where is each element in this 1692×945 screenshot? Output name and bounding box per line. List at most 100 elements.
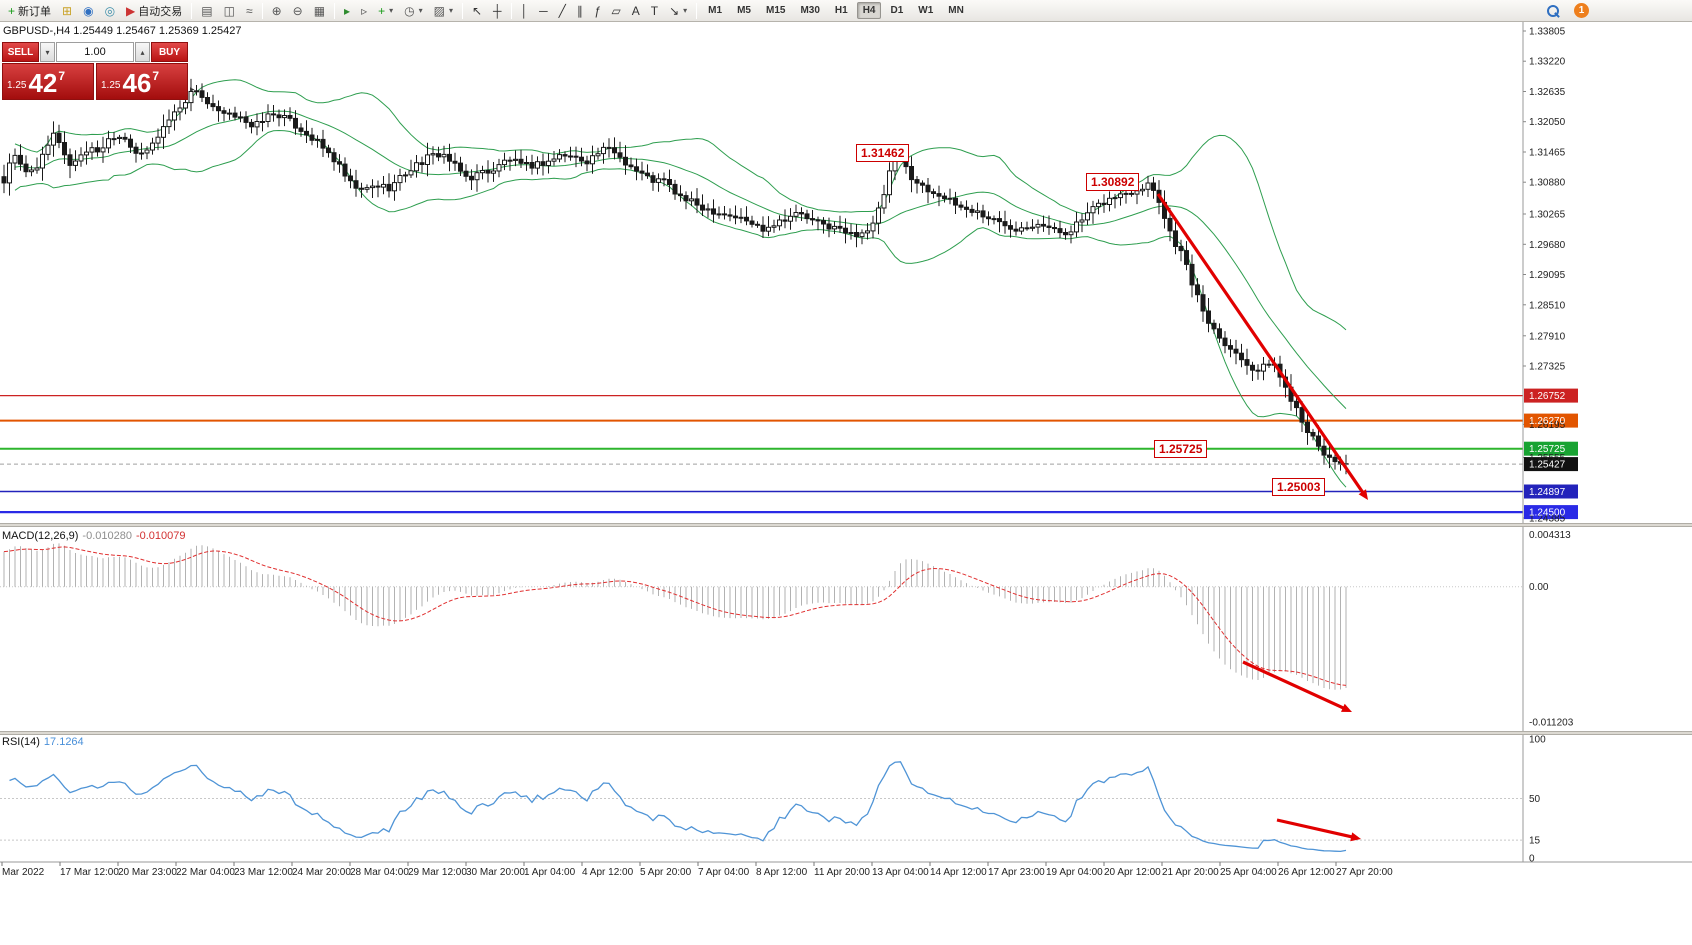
charts-window-button[interactable]: ⊞ bbox=[57, 1, 77, 20]
indicators-dropdown[interactable]: + ▾ bbox=[373, 1, 398, 20]
toolbar-separator bbox=[461, 2, 463, 19]
sell-price-panel[interactable]: 1.25 42 7 bbox=[2, 63, 94, 100]
macd-axis-label: 0.004313 bbox=[1529, 530, 1571, 541]
timeframe-h1-button[interactable]: H1 bbox=[834, 5, 848, 16]
rsi-axis-label: 100 bbox=[1529, 735, 1546, 746]
auto-trading-icon: ▶ bbox=[126, 3, 136, 18]
trendline-button[interactable]: ╱ bbox=[554, 1, 571, 20]
text-label-button[interactable]: T bbox=[646, 1, 663, 20]
time-axis-label[interactable]: 13 Apr 04:00 bbox=[872, 867, 929, 878]
time-axis-label[interactable]: 8 Apr 12:00 bbox=[756, 867, 808, 878]
time-axis-label[interactable]: 19 Apr 04:00 bbox=[1046, 867, 1103, 878]
trend-arrow-rsi[interactable] bbox=[1276, 818, 1358, 840]
equidistant-channel-button[interactable]: ∥ bbox=[572, 1, 588, 20]
trend-arrow-macd[interactable] bbox=[1242, 660, 1350, 712]
time-axis[interactable] bbox=[1, 862, 1337, 866]
time-axis-label[interactable]: 14 Apr 12:00 bbox=[930, 867, 987, 878]
time-axis-label[interactable]: 5 Apr 20:00 bbox=[640, 867, 692, 878]
price-annotation[interactable]: 1.31462 bbox=[856, 144, 910, 162]
sell-price-prefix: 1.25 bbox=[7, 80, 27, 91]
quote-collapse-arrow[interactable]: ▸ bbox=[190, 84, 195, 94]
volume-decrease-button[interactable]: ▾ bbox=[40, 42, 55, 62]
buy-button[interactable]: BUY bbox=[151, 42, 188, 62]
price-tick: 1.33220 bbox=[1529, 57, 1566, 68]
auto-scroll-button[interactable]: ▸ bbox=[339, 1, 355, 20]
buy-price-big: 46 bbox=[122, 68, 152, 98]
price-axis[interactable] bbox=[1523, 30, 1578, 520]
panel-splitter[interactable] bbox=[0, 731, 1692, 735]
price-tick: 1.24385 bbox=[1529, 514, 1566, 525]
horizontal-lines bbox=[0, 395, 1523, 514]
time-axis-label[interactable]: 24 Mar 20:00 bbox=[292, 867, 351, 878]
chart-workspace: 1.33805 1.33220 1.32635 1.32050 1.31465 1.308… bbox=[0, 22, 1692, 945]
arrow-tools-dropdown[interactable]: ↘ ▾ bbox=[664, 1, 692, 20]
time-axis-label[interactable]: 30 Mar 20:00 bbox=[466, 867, 525, 878]
time-axis-label[interactable]: 23 Mar 12:00 bbox=[234, 867, 293, 878]
time-axis-label[interactable]: 4 Apr 12:00 bbox=[582, 867, 634, 878]
time-axis-label[interactable]: 7 Apr 04:00 bbox=[698, 867, 750, 878]
profile-button[interactable]: ◉ bbox=[78, 1, 98, 20]
time-axis-label[interactable]: 17 Mar 12:00 bbox=[60, 867, 119, 878]
line-chart-button[interactable]: ≈ bbox=[241, 1, 258, 20]
bar-chart-button[interactable]: ▤ bbox=[196, 1, 217, 20]
notification-badge[interactable]: 1 bbox=[1574, 3, 1589, 18]
fibonacci-button[interactable]: ƒ bbox=[589, 1, 606, 20]
time-axis-label[interactable]: 22 Mar 04:00 bbox=[176, 867, 235, 878]
timeframe-m30-button[interactable]: M30 bbox=[800, 5, 820, 16]
zoom-in-button[interactable]: ⊕ bbox=[267, 1, 287, 20]
time-axis-label[interactable]: Mar 2022 bbox=[2, 867, 45, 878]
macd-histogram bbox=[3, 543, 1347, 690]
cursor-button[interactable]: ↖ bbox=[467, 1, 487, 20]
crosshair-button[interactable]: ┼ bbox=[488, 1, 507, 20]
vertical-line-button[interactable]: │ bbox=[516, 1, 534, 20]
candlestick-chart-button[interactable]: ◫ bbox=[219, 1, 240, 20]
time-axis-label[interactable]: 1 Apr 04:00 bbox=[524, 867, 576, 878]
time-axis-label[interactable]: 27 Apr 20:00 bbox=[1336, 867, 1393, 878]
timeframe-m1-button[interactable]: M1 bbox=[708, 5, 723, 16]
time-axis-label[interactable]: 20 Mar 23:00 bbox=[118, 867, 177, 878]
chart-shift-button[interactable]: ▹ bbox=[356, 1, 372, 20]
time-axis-label[interactable]: 28 Mar 04:00 bbox=[350, 867, 409, 878]
price-tick: 1.26195 bbox=[1529, 420, 1566, 431]
timeframe-d1-button[interactable]: D1 bbox=[890, 5, 904, 16]
search-icon[interactable] bbox=[1546, 4, 1560, 18]
price-tick: 1.31465 bbox=[1529, 147, 1566, 158]
tile-windows-button[interactable]: ▦ bbox=[309, 1, 330, 20]
volume-increase-button[interactable]: ▴ bbox=[135, 42, 150, 62]
auto-trading-button[interactable]: ▶ 自动交易 bbox=[121, 1, 187, 20]
timeframe-mn-button[interactable]: MN bbox=[948, 5, 964, 16]
shapes-button[interactable]: ▱ bbox=[607, 1, 626, 20]
timeframe-m15-button[interactable]: M15 bbox=[765, 5, 786, 16]
time-axis-label[interactable]: 21 Apr 20:00 bbox=[1162, 867, 1219, 878]
price-annotation[interactable]: 1.30892 bbox=[1086, 173, 1140, 191]
time-axis-label[interactable]: 11 Apr 20:00 bbox=[814, 867, 870, 878]
sell-price-big: 42 bbox=[28, 68, 58, 98]
cursor-icon: ↖ bbox=[471, 3, 483, 18]
time-axis-label[interactable]: 29 Mar 12:00 bbox=[408, 867, 467, 878]
sell-button[interactable]: SELL bbox=[2, 42, 39, 62]
trend-arrow-main[interactable] bbox=[1156, 193, 1368, 498]
horizontal-line-button[interactable]: ─ bbox=[534, 1, 553, 20]
text-button[interactable]: A bbox=[627, 1, 645, 20]
time-axis-label[interactable]: 20 Apr 12:00 bbox=[1104, 867, 1161, 878]
periods-dropdown[interactable]: ◷ ▾ bbox=[399, 1, 428, 20]
templates-dropdown[interactable]: ▨ ▾ bbox=[429, 1, 458, 20]
volume-input[interactable]: 1.00 bbox=[56, 42, 134, 62]
chart-canvas[interactable]: 1.33805 1.33220 1.32635 1.32050 1.31465 1.308… bbox=[0, 22, 1692, 945]
timeframe-h4-button[interactable]: H4 bbox=[856, 2, 882, 19]
price-tick: 1.29095 bbox=[1529, 270, 1566, 281]
timeframe-m5-button[interactable]: M5 bbox=[737, 5, 751, 16]
community-button[interactable]: ◎ bbox=[100, 1, 120, 20]
new-order-button[interactable]: + 新订单 bbox=[3, 1, 56, 20]
buy-price-panel[interactable]: 1.25 46 7 bbox=[96, 63, 188, 100]
time-axis-label[interactable]: 25 Apr 04:00 bbox=[1220, 867, 1277, 878]
price-annotation[interactable]: 1.25003 bbox=[1272, 478, 1326, 496]
time-axis-label[interactable]: 26 Apr 12:00 bbox=[1278, 867, 1335, 878]
price-box bbox=[1524, 484, 1578, 499]
time-axis-label[interactable]: 17 Apr 23:00 bbox=[988, 867, 1045, 878]
timeframe-w1-button[interactable]: W1 bbox=[918, 5, 934, 16]
zoom-out-button[interactable]: ⊖ bbox=[288, 1, 308, 20]
panel-splitter[interactable] bbox=[0, 523, 1692, 527]
price-annotation[interactable]: 1.25725 bbox=[1154, 440, 1208, 458]
auto-trading-label: 自动交易 bbox=[138, 5, 183, 18]
